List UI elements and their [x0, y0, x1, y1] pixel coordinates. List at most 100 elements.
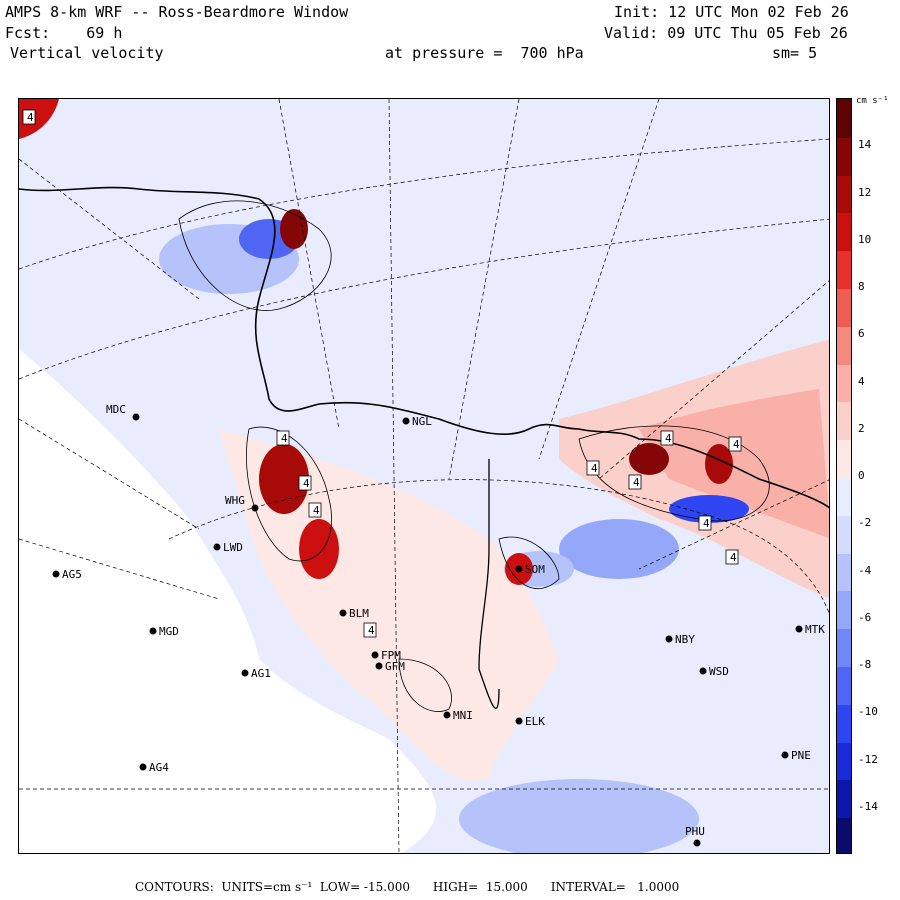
station-label: MDC [106, 403, 126, 416]
station-dot [693, 839, 701, 847]
station-label: AG5 [62, 568, 82, 581]
colorbar-tick-label: -4 [858, 563, 872, 577]
colorbar-segment [837, 703, 851, 743]
descent-region-east [559, 519, 679, 579]
ascent-core-east [639, 389, 829, 539]
station-label: BLM [349, 607, 369, 620]
fcst-value: 69 h [86, 24, 123, 42]
station-dot [371, 651, 379, 659]
colorbar-segment [837, 628, 851, 667]
contour-footer: CONTOURS: UNITS=cm s⁻¹ LOW= -15.000 HIGH… [135, 880, 679, 894]
colorbar-segment [837, 666, 851, 705]
contour-low: LOW= -15.000 [319, 880, 410, 894]
colorbar-tick-label: 10 [858, 232, 872, 246]
descent-core-east [669, 495, 749, 523]
contour-units: UNITS=cm s⁻¹ [221, 880, 313, 894]
colorbar-unit: cm s⁻¹ [856, 96, 889, 106]
station-dot [781, 751, 789, 759]
station-dot [402, 417, 410, 425]
plot-title: AMPS 8-km WRF -- Ross-Beardmore Window [5, 3, 349, 21]
station-label: MNI [453, 709, 473, 722]
station-dot [515, 717, 523, 725]
colorbar-tick-label: -14 [858, 799, 878, 813]
map-canvas: 4 4 4 4 4 4 4 4 4 4 4 MDC NGL LWD AG5 MGD AG1… [19, 99, 829, 853]
pressure-level: at pressure = 700 hPa [385, 44, 584, 62]
forecast-hour-label: Fcst: 69 h [5, 24, 122, 42]
station-label: PNE [791, 749, 811, 762]
station-label: AG1 [251, 667, 271, 680]
colorbar-segment [837, 590, 851, 630]
station-label: FPM [381, 649, 401, 662]
station-dot [213, 543, 221, 551]
colorbar-segment [837, 363, 851, 403]
colorbar-segment [837, 779, 851, 819]
max-label: 4 [281, 432, 288, 445]
station-dot [443, 711, 451, 719]
station-dot [699, 667, 707, 675]
station-dot [139, 763, 147, 771]
colorbar-segment [837, 552, 851, 592]
contour-lines [178, 200, 770, 712]
station-dot [515, 565, 523, 573]
ascent-core-north [280, 209, 308, 249]
station-label: SOM [525, 563, 545, 576]
station-label: WHG [225, 494, 245, 507]
colorbar-segment [837, 401, 851, 441]
field-name: Vertical velocity [10, 44, 164, 62]
station-dot [375, 662, 383, 670]
ascent-core-tam-1 [259, 444, 309, 514]
colorbar-tick-label: 2 [858, 421, 865, 435]
station-dot [795, 625, 803, 633]
fcst-label: Fcst: [5, 24, 51, 42]
station-dot [132, 413, 140, 421]
ascent-corner [19, 99, 59, 139]
max-labels: 4 4 4 4 4 4 4 4 4 4 4 [22, 109, 742, 638]
station-label: NBY [675, 633, 695, 646]
station-dot [665, 635, 673, 643]
max-label: 4 [313, 504, 320, 517]
colorbar-segment [837, 250, 851, 289]
colorbar-segment [837, 477, 851, 516]
ice-shelf-front [478, 459, 500, 709]
colorbar-segment [837, 325, 851, 365]
ascent-core-tam-2 [299, 519, 339, 579]
colorbar-segment [837, 212, 851, 252]
colorbar-tick-label: -6 [858, 610, 872, 624]
colorbar-tick-label: 6 [858, 327, 865, 341]
station-dot [149, 627, 157, 635]
station-dot [241, 669, 249, 677]
colorbar-segment [837, 99, 851, 138]
station-label: AG4 [149, 761, 169, 774]
max-label: 4 [368, 624, 375, 637]
colorbar-segment [837, 514, 851, 554]
station-label: ELK [525, 715, 545, 728]
contour-high: HIGH= 15.000 [432, 880, 528, 894]
coastline [19, 186, 829, 509]
contours-label: CONTOURS: [135, 880, 214, 894]
colorbar-segment [837, 288, 851, 327]
graticule [19, 99, 829, 853]
station-label: NGL [412, 415, 432, 428]
init-time: Init: 12 UTC Mon 02 Feb 26 [614, 3, 849, 21]
colorbar-segment [837, 439, 851, 478]
max-label: 4 [730, 551, 737, 564]
weak-ascent-region [219, 429, 559, 781]
colorbar-tick-label: 12 [858, 185, 872, 199]
colorbar-tick-label: 4 [858, 374, 865, 388]
max-label: 4 [703, 517, 710, 530]
contour-interval: INTERVAL= 1.0000 [550, 880, 680, 894]
station-dot [251, 504, 259, 512]
station-label: MTK [805, 623, 825, 636]
max-label: 4 [633, 476, 640, 489]
smoothing-value: sm= 5 [772, 44, 818, 62]
station-label: GFM [385, 660, 405, 673]
map-panel: 4 4 4 4 4 4 4 4 4 4 4 MDC NGL LWD AG5 MGD AG1… [18, 98, 830, 854]
colorbar-tick-label: 14 [858, 138, 872, 152]
colorbar-tick-label: 8 [858, 280, 865, 293]
colorbar-tick-label: 0 [858, 469, 865, 482]
descent-region-south [459, 779, 699, 853]
colorbar-tick-label: -8 [858, 658, 872, 671]
no-data-region [19, 349, 436, 853]
colorbar-tick-label: -12 [858, 752, 878, 766]
station-dot [339, 609, 347, 617]
